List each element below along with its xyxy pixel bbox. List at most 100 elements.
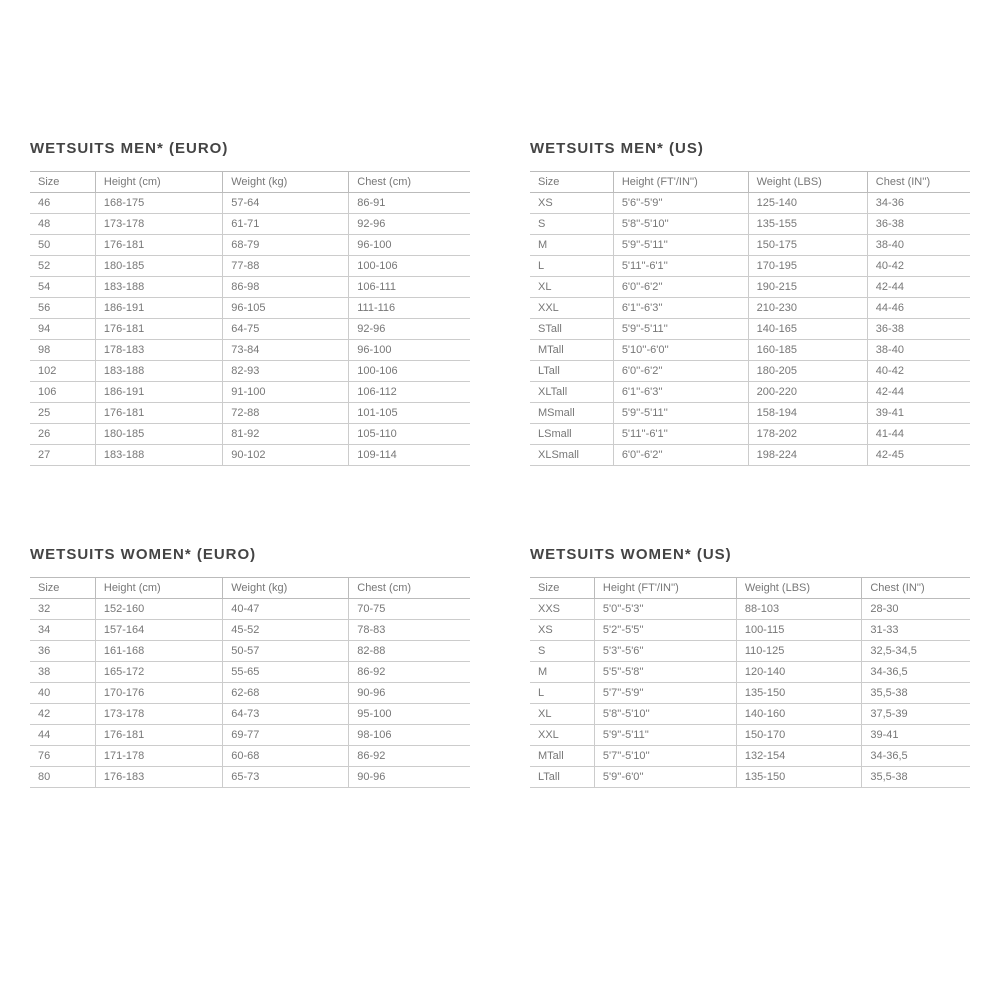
table-row: 46168-17557-6486-91 <box>30 193 470 214</box>
table-cell: 135-150 <box>736 767 862 788</box>
table-cell: 106-112 <box>349 382 470 403</box>
table-cell: 176-181 <box>95 235 222 256</box>
table-cell: 101-105 <box>349 403 470 424</box>
table-cell: 178-202 <box>748 424 867 445</box>
table-cell: 56 <box>30 298 95 319</box>
table-cell: 88-103 <box>736 599 862 620</box>
table-cell: 210-230 <box>748 298 867 319</box>
table-cell: 132-154 <box>736 746 862 767</box>
table-row: XS5'6''-5'9''125-14034-36 <box>530 193 970 214</box>
table-cell: 38 <box>30 662 95 683</box>
table-row: XLSmall6'0''-6'2''198-22442-45 <box>530 445 970 466</box>
column-header: Chest (cm) <box>349 172 470 193</box>
table-cell: XLTall <box>530 382 613 403</box>
table-cell: 34-36,5 <box>862 662 970 683</box>
table-cell: 96-100 <box>349 340 470 361</box>
table-cell: XLSmall <box>530 445 613 466</box>
table-cell: 100-106 <box>349 256 470 277</box>
table-cell: 39-41 <box>862 725 970 746</box>
table-row: 80176-18365-7390-96 <box>30 767 470 788</box>
table-row: S5'3''-5'6''110-12532,5-34,5 <box>530 641 970 662</box>
column-header: Size <box>530 578 594 599</box>
table-cell: LTall <box>530 767 594 788</box>
size-table-block: WETSUITS MEN* (EURO)SizeHeight (cm)Weigh… <box>30 140 470 466</box>
table-cell: 190-215 <box>748 277 867 298</box>
table-cell: 183-188 <box>95 445 222 466</box>
table-cell: 54 <box>30 277 95 298</box>
table-cell: 176-183 <box>95 767 222 788</box>
table-cell: XS <box>530 193 613 214</box>
table-cell: 140-160 <box>736 704 862 725</box>
table-cell: 109-114 <box>349 445 470 466</box>
table-cell: 32 <box>30 599 95 620</box>
table-cell: 5'10''-6'0'' <box>613 340 748 361</box>
table-cell: 27 <box>30 445 95 466</box>
size-chart-page: WETSUITS MEN* (EURO) SizeHeight (cm)Weigh… <box>0 0 1000 788</box>
table-cell: 180-185 <box>95 424 222 445</box>
table-cell: 38-40 <box>867 340 970 361</box>
table-row: 94176-18164-7592-96 <box>30 319 470 340</box>
table-cell: 178-183 <box>95 340 222 361</box>
table-cell: XXS <box>530 599 594 620</box>
table-cell: 77-88 <box>223 256 349 277</box>
table-cell: 92-96 <box>349 214 470 235</box>
table-cell: 40-42 <box>867 256 970 277</box>
table-cell: M <box>530 235 613 256</box>
table-cell: 68-79 <box>223 235 349 256</box>
size-table: SizeHeight (FT'/IN'')Weight (LBS)Chest (… <box>530 577 970 788</box>
table-row: 102183-18882-93100-106 <box>30 361 470 382</box>
table-cell: 5'11''-6'1'' <box>613 424 748 445</box>
table-cell: S <box>530 214 613 235</box>
table-row: MSmall5'9''-5'11''158-19439-41 <box>530 403 970 424</box>
table-cell: 5'7''-5'9'' <box>594 683 736 704</box>
table-cell: 5'0''-5'3'' <box>594 599 736 620</box>
column-header: Height (FT'/IN'') <box>613 172 748 193</box>
table-row: 54183-18886-98106-111 <box>30 277 470 298</box>
table-cell: 78-83 <box>349 620 470 641</box>
size-table-block: WETSUITS WOMEN* (US)SizeHeight (FT'/IN''… <box>530 546 970 788</box>
table-cell: 176-181 <box>95 403 222 424</box>
table-cell: LTall <box>530 361 613 382</box>
table-cell: 37,5-39 <box>862 704 970 725</box>
table-cell: 34-36,5 <box>862 746 970 767</box>
table-cell: 46 <box>30 193 95 214</box>
table-cell: 161-168 <box>95 641 222 662</box>
table-cell: 180-185 <box>95 256 222 277</box>
table-cell: 157-164 <box>95 620 222 641</box>
table-cell: 98-106 <box>349 725 470 746</box>
table-cell: 6'0''-6'2'' <box>613 445 748 466</box>
table-cell: 158-194 <box>748 403 867 424</box>
table-row: MTall5'10''-6'0''160-18538-40 <box>530 340 970 361</box>
table-row: M5'5''-5'8''120-14034-36,5 <box>530 662 970 683</box>
table-cell: 35,5-38 <box>862 683 970 704</box>
table-cell: 160-185 <box>748 340 867 361</box>
table-cell: 73-84 <box>223 340 349 361</box>
table-cell: 5'9''-5'11'' <box>613 319 748 340</box>
table-cell: 6'0''-6'2'' <box>613 277 748 298</box>
size-table: SizeHeight (cm)Weight (kg)Chest (cm)3215… <box>30 577 470 788</box>
table-cell: 26 <box>30 424 95 445</box>
table-cell: 34 <box>30 620 95 641</box>
table-cell: 34-36 <box>867 193 970 214</box>
table-cell: 42-44 <box>867 382 970 403</box>
table-title: WETSUITS MEN* (EURO) <box>30 140 470 157</box>
table-cell: 28-30 <box>862 599 970 620</box>
table-cell: 90-102 <box>223 445 349 466</box>
table-row: 56186-19196-105111-116 <box>30 298 470 319</box>
table-row: 36161-16850-5782-88 <box>30 641 470 662</box>
column-header: Weight (kg) <box>223 172 349 193</box>
table-cell: 150-175 <box>748 235 867 256</box>
table-cell: 44-46 <box>867 298 970 319</box>
table-cell: 52 <box>30 256 95 277</box>
table-cell: 100-106 <box>349 361 470 382</box>
table-cell: 86-92 <box>349 746 470 767</box>
table-cell: 50 <box>30 235 95 256</box>
table-cell: XXL <box>530 725 594 746</box>
table-cell: 42 <box>30 704 95 725</box>
table-cell: 5'6''-5'9'' <box>613 193 748 214</box>
table-cell: 186-191 <box>95 298 222 319</box>
table-cell: 80 <box>30 767 95 788</box>
column-header: Size <box>30 172 95 193</box>
table-row: XLTall6'1''-6'3''200-22042-44 <box>530 382 970 403</box>
table-cell: 60-68 <box>223 746 349 767</box>
